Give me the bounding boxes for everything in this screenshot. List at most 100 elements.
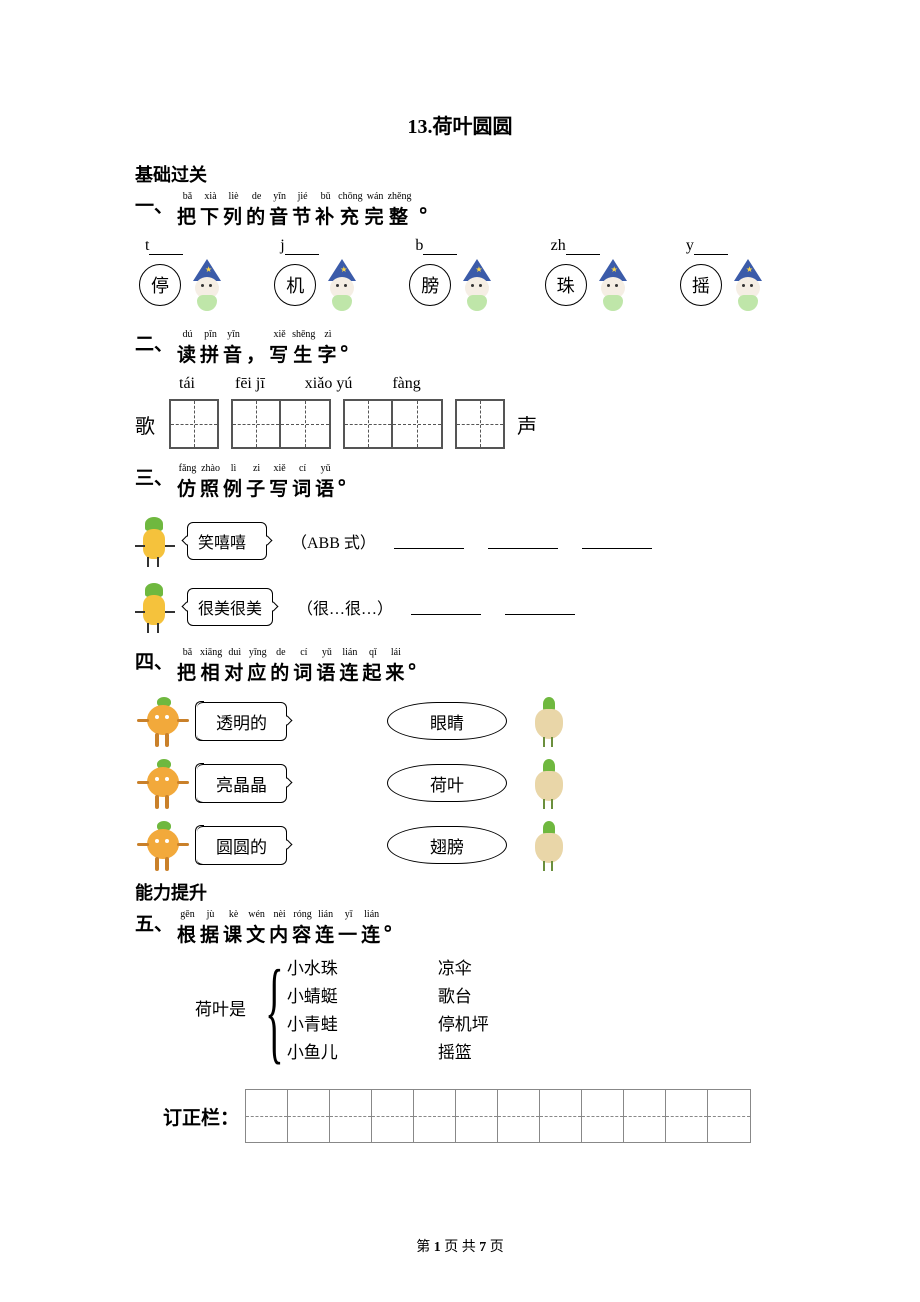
wizard-icon: ★ bbox=[455, 259, 499, 311]
section1-item: j机★ bbox=[274, 237, 379, 311]
pinyin-label: xiǎo yú bbox=[305, 375, 353, 393]
circle-char: 摇 bbox=[680, 264, 722, 306]
match-right-oval: 翅膀 bbox=[387, 826, 507, 864]
section1-item: b膀★ bbox=[409, 237, 514, 311]
section3-heading: 三、 fǎng仿zhào照lì例zi子xiě写cí词yǔ语 。 bbox=[135, 463, 785, 501]
section2-grid-row: 歌声 bbox=[135, 399, 785, 449]
section4-tail: 。 bbox=[408, 647, 427, 685]
basic-heading: 基础过关 bbox=[135, 161, 785, 187]
circle-char: 机 bbox=[274, 264, 316, 306]
correction-cell[interactable] bbox=[582, 1090, 624, 1142]
correction-cell[interactable] bbox=[708, 1090, 750, 1142]
correction-cell[interactable] bbox=[372, 1090, 414, 1142]
circle-char: 珠 bbox=[545, 264, 587, 306]
tianzi-cell[interactable] bbox=[281, 399, 331, 449]
fill-blank[interactable] bbox=[582, 533, 652, 549]
section4-prefix: 四、 bbox=[135, 647, 173, 685]
correction-row: 订正栏： bbox=[135, 1089, 785, 1143]
section1-tail: 。 bbox=[419, 191, 438, 229]
section2-prefix: 二、 bbox=[135, 329, 173, 367]
worksheet-page: 13.荷叶圆圆 基础过关 一、 bǎ把xià下liè列de的yīn音jié节bǔ… bbox=[0, 0, 920, 1143]
section3-prefix: 三、 bbox=[135, 463, 173, 501]
correction-grid[interactable] bbox=[245, 1089, 751, 1143]
match-item-right[interactable]: 摇篮 bbox=[438, 1039, 489, 1067]
footer-current: 1 bbox=[434, 1240, 441, 1255]
match-left-box: 透明的 bbox=[197, 702, 287, 741]
correction-cell[interactable] bbox=[330, 1090, 372, 1142]
lead-char-right: 声 bbox=[517, 410, 537, 439]
pattern-label: （ABB 式） bbox=[291, 529, 376, 553]
pinyin-label: tái bbox=[179, 375, 195, 393]
section2-tail: 。 bbox=[340, 329, 359, 367]
tianzi-group bbox=[343, 399, 443, 449]
section5-prefix: 五、 bbox=[135, 909, 173, 947]
section3-ruby: fǎng仿zhào照lì例zi子xiě写cí词yǔ语 bbox=[177, 463, 338, 501]
wizard-icon: ★ bbox=[591, 259, 635, 311]
correction-cell[interactable] bbox=[288, 1090, 330, 1142]
tianzi-cell[interactable] bbox=[169, 399, 219, 449]
orange-icon bbox=[135, 819, 191, 871]
section1-items: t停★j机★b膀★zh珠★y摇★ bbox=[139, 237, 785, 311]
section2-heading: 二、 dú读pīn拼yīn音，xiě写shēng生zì字 。 bbox=[135, 329, 785, 367]
match-item-right[interactable]: 停机坪 bbox=[438, 1011, 489, 1039]
pattern-label: （很…很…） bbox=[297, 595, 393, 619]
garlic-icon bbox=[529, 695, 569, 747]
initial-letter: zh bbox=[551, 237, 566, 254]
match-left-box: 亮晶晶 bbox=[197, 764, 287, 803]
section3-row: 很美很美 （很…很…） bbox=[135, 581, 785, 633]
section3-tail: 。 bbox=[338, 463, 357, 501]
correction-cell[interactable] bbox=[666, 1090, 708, 1142]
example-box: 很美很美 bbox=[187, 588, 273, 626]
match-item-left[interactable]: 小鱼儿 bbox=[287, 1039, 338, 1067]
initial-letter: t bbox=[145, 237, 149, 254]
correction-cell[interactable] bbox=[540, 1090, 582, 1142]
pineapple-icon bbox=[135, 581, 175, 633]
fill-blank[interactable] bbox=[694, 254, 728, 255]
brace-icon: { bbox=[265, 952, 283, 1070]
fill-blank[interactable] bbox=[423, 254, 457, 255]
correction-cell[interactable] bbox=[414, 1090, 456, 1142]
tianzi-group bbox=[169, 399, 219, 449]
section5-right-col: 凉伞歌台停机坪摇篮 bbox=[438, 955, 489, 1067]
fill-blank[interactable] bbox=[505, 599, 575, 615]
section1-item: zh 珠★ bbox=[545, 237, 650, 311]
fill-blank[interactable] bbox=[285, 254, 319, 255]
match-row[interactable]: 透明的眼睛 bbox=[135, 693, 785, 749]
section5-left-col: 小水珠小蜻蜓小青蛙小鱼儿 bbox=[287, 955, 338, 1067]
match-item-left[interactable]: 小水珠 bbox=[287, 955, 338, 983]
section1-item: t停★ bbox=[139, 237, 244, 311]
fill-blank[interactable] bbox=[411, 599, 481, 615]
tianzi-cell[interactable] bbox=[231, 399, 281, 449]
correction-label: 订正栏： bbox=[163, 1103, 239, 1130]
match-item-right[interactable]: 凉伞 bbox=[438, 955, 489, 983]
wizard-icon: ★ bbox=[320, 259, 364, 311]
tianzi-group bbox=[455, 399, 505, 449]
section2-body: táifēi jīxiǎo yúfàng 歌声 bbox=[135, 375, 785, 449]
circle-char: 停 bbox=[139, 264, 181, 306]
section1-prefix: 一、 bbox=[135, 191, 173, 229]
fill-blank[interactable] bbox=[488, 533, 558, 549]
section4-ruby: bǎ把xiāng相duì对yīng应de的cí词yǔ语lián连qǐ起lái来 bbox=[177, 647, 408, 685]
section5-heading: 五、 gēn根jù据kè课wén文nèi内róng容lián连yī一lián连 … bbox=[135, 909, 785, 947]
section3-row: 笑嘻嘻（ABB 式） bbox=[135, 515, 785, 567]
tianzi-cell[interactable] bbox=[393, 399, 443, 449]
correction-cell[interactable] bbox=[624, 1090, 666, 1142]
section1-heading: 一、 bǎ把xià下liè列de的yīn音jié节bǔ补chōng充wán完zh… bbox=[135, 191, 785, 229]
footer-suffix: 页 bbox=[490, 1240, 504, 1255]
fill-blank[interactable] bbox=[566, 254, 600, 255]
initial-letter: j bbox=[280, 237, 284, 254]
tianzi-cell[interactable] bbox=[343, 399, 393, 449]
match-item-right[interactable]: 歌台 bbox=[438, 983, 489, 1011]
lesson-title: 13.荷叶圆圆 bbox=[135, 110, 785, 139]
fill-blank[interactable] bbox=[149, 254, 183, 255]
correction-cell[interactable] bbox=[498, 1090, 540, 1142]
match-row[interactable]: 圆圆的翅膀 bbox=[135, 817, 785, 873]
tianzi-cell[interactable] bbox=[455, 399, 505, 449]
correction-cell[interactable] bbox=[456, 1090, 498, 1142]
match-item-left[interactable]: 小蜻蜓 bbox=[287, 983, 338, 1011]
correction-cell[interactable] bbox=[246, 1090, 288, 1142]
section5-stem: 荷叶是 bbox=[195, 995, 246, 1067]
fill-blank[interactable] bbox=[394, 533, 464, 549]
match-item-left[interactable]: 小青蛙 bbox=[287, 1011, 338, 1039]
match-row[interactable]: 亮晶晶荷叶 bbox=[135, 755, 785, 811]
